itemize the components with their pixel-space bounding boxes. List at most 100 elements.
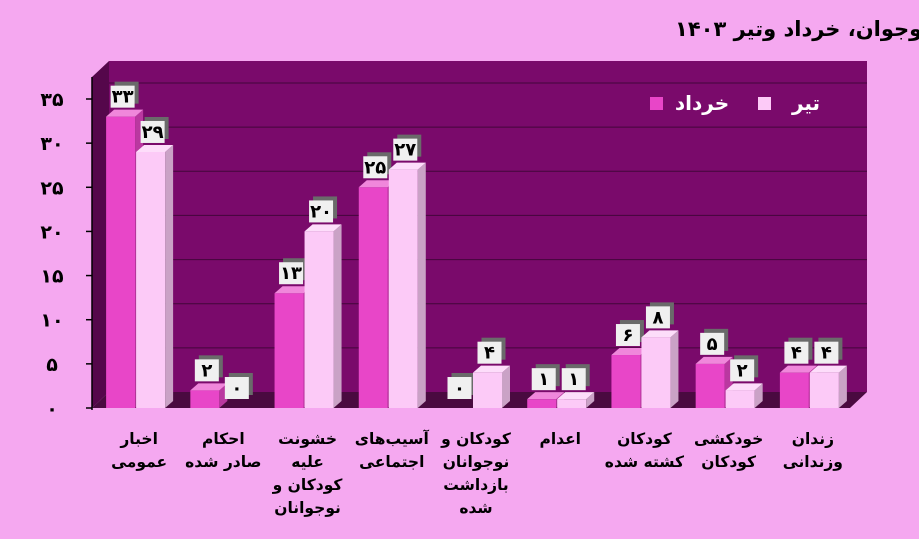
y-tick-label: ۳۵ (40, 89, 64, 111)
data-label: ۲ (737, 360, 748, 381)
bar (388, 169, 418, 408)
bar (611, 355, 641, 408)
bar-top (611, 348, 649, 356)
bar (725, 390, 755, 408)
bar-top (304, 224, 342, 232)
bar (304, 231, 334, 408)
category-label: علیه (291, 453, 324, 471)
category-label: کودکان و (272, 476, 344, 494)
bar-side (670, 330, 679, 408)
y-tick-label: ۳۰ (40, 133, 63, 155)
category-label: اعدام (539, 430, 581, 448)
bar (641, 337, 671, 408)
data-label-box (645, 306, 670, 329)
bar-top (388, 162, 426, 170)
data-label-box (279, 262, 304, 285)
category-label: کودکان (701, 453, 757, 471)
bar-top (641, 330, 679, 338)
bar-side (754, 383, 763, 408)
y-tick-label: ۵ (46, 354, 58, 376)
category-label: بازداشت (443, 476, 508, 494)
data-label: ۱۳ (280, 263, 302, 284)
bar-side (333, 224, 342, 408)
bar (557, 399, 587, 408)
category-label: صادر شده (185, 453, 261, 471)
category-label: احکام (202, 430, 245, 448)
y-tick-label: ۱۵ (40, 266, 64, 288)
bar-top (809, 365, 847, 373)
data-label-box (194, 359, 219, 382)
bar (779, 372, 809, 408)
data-label: ۲۰ (310, 201, 332, 222)
bar-top (136, 144, 174, 152)
category-label: اخبار (119, 430, 158, 448)
bar-top (779, 365, 817, 373)
data-label-box (814, 341, 839, 364)
bar (274, 293, 304, 408)
bar (358, 187, 388, 408)
category-label: نوجوانان (443, 453, 510, 471)
data-label: ۴ (484, 343, 495, 364)
bar (527, 399, 557, 408)
legend-label: خرداد (675, 91, 729, 115)
bar (473, 372, 502, 408)
data-label-box (477, 341, 502, 364)
category-label: اجتماعی (359, 453, 424, 471)
data-label: ۴ (821, 343, 832, 364)
data-label-box (531, 368, 556, 391)
legend-label: تیر (791, 91, 820, 115)
legend-swatch (758, 97, 771, 110)
data-label-box (784, 341, 809, 364)
bar-top (274, 286, 312, 294)
data-label-box (393, 138, 418, 161)
category-label: خودکشی (694, 430, 763, 448)
data-label: ۶ (622, 325, 633, 346)
bar-top (725, 383, 763, 391)
y-tick-label: ۰ (46, 398, 58, 420)
data-label: ۸ (652, 307, 663, 328)
data-label: ۱ (568, 369, 579, 390)
bar-top (695, 356, 733, 364)
bar (190, 390, 220, 408)
data-label-box (730, 359, 755, 382)
data-label: ۴ (791, 343, 802, 364)
data-label-box (561, 368, 586, 391)
bar (809, 372, 839, 408)
bar-top (358, 180, 396, 188)
category-label: وزندانی (783, 453, 843, 471)
data-label-box (110, 85, 135, 108)
bar-side (502, 365, 510, 408)
data-label: ۰ (454, 378, 465, 399)
bar-top (557, 392, 595, 400)
data-label-box (363, 156, 388, 179)
data-label: ۰ (231, 378, 242, 399)
data-label: ۲۵ (364, 157, 386, 178)
data-label: ۲۹ (142, 122, 164, 143)
category-label: خشونت (278, 430, 337, 448)
data-label: ۲ (201, 360, 212, 381)
category-label: کودکان (617, 430, 673, 448)
data-label-box (309, 200, 334, 223)
data-label: ۵ (707, 334, 718, 355)
bar-top (190, 383, 228, 391)
data-label: ۱ (538, 369, 549, 390)
category-label: کشته شده (605, 453, 685, 471)
bar (136, 151, 166, 408)
data-label-box (700, 332, 725, 355)
bar-top (527, 392, 565, 400)
bar (695, 363, 725, 408)
category-label: آسیب‌های (355, 429, 430, 448)
y-tick-label: ۱۰ (40, 310, 63, 332)
data-label-box (140, 120, 165, 143)
data-label-box (447, 377, 472, 399)
y-tick-label: ۲۵ (40, 177, 64, 199)
bar-top (473, 365, 510, 373)
data-label-box (224, 377, 249, 399)
bar-side (586, 392, 595, 408)
data-label-box (615, 324, 640, 347)
bar-side (838, 365, 847, 408)
category-label: نوجوانان (274, 499, 341, 517)
